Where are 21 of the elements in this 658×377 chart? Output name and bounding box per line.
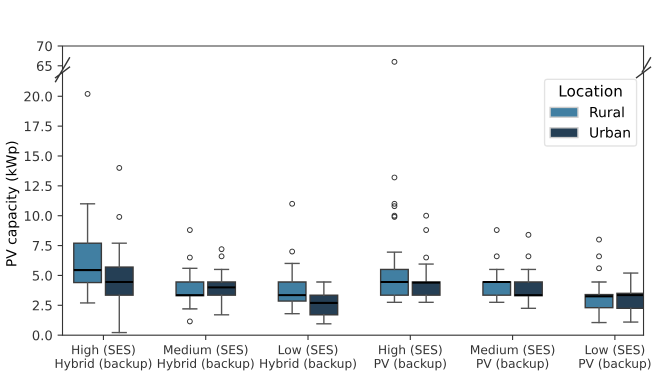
y-tick-label: 2.5 [32,300,52,310]
legend-label: Rural [590,106,624,118]
x-tick-label: Low (SES) Hybrid (backup) [260,344,356,370]
y-tick-label: 7.5 [32,240,52,251]
y-tick-label: 10.0 [24,210,52,221]
x-tick-label: High (SES) Hybrid (backup) [56,344,152,370]
y-tick-label: 20.0 [24,91,52,102]
y-tick-label: 12.5 [24,181,52,192]
x-tick-label: Medium (SES) PV (backup) [471,344,554,370]
y-tick-label: 65 [36,61,52,71]
y-tick-label: 5.0 [32,270,52,281]
y-tick-label: 70 [37,41,52,52]
x-tick-label: Low (SES) PV (backup) [579,344,650,370]
y-tick-label: 17.5 [24,122,52,132]
x-tick-label: High (SES) PV (backup) [374,344,446,370]
x-tick-label: Medium (SES) Hybrid (backup) [158,344,254,370]
y-tick-label: 15.0 [24,151,52,162]
legend-title: Location [560,84,622,97]
y-tick-label: 0.0 [32,330,52,340]
legend-label: Urban [590,127,630,138]
y-axis-title: PV capacity (kWp) [6,142,20,266]
